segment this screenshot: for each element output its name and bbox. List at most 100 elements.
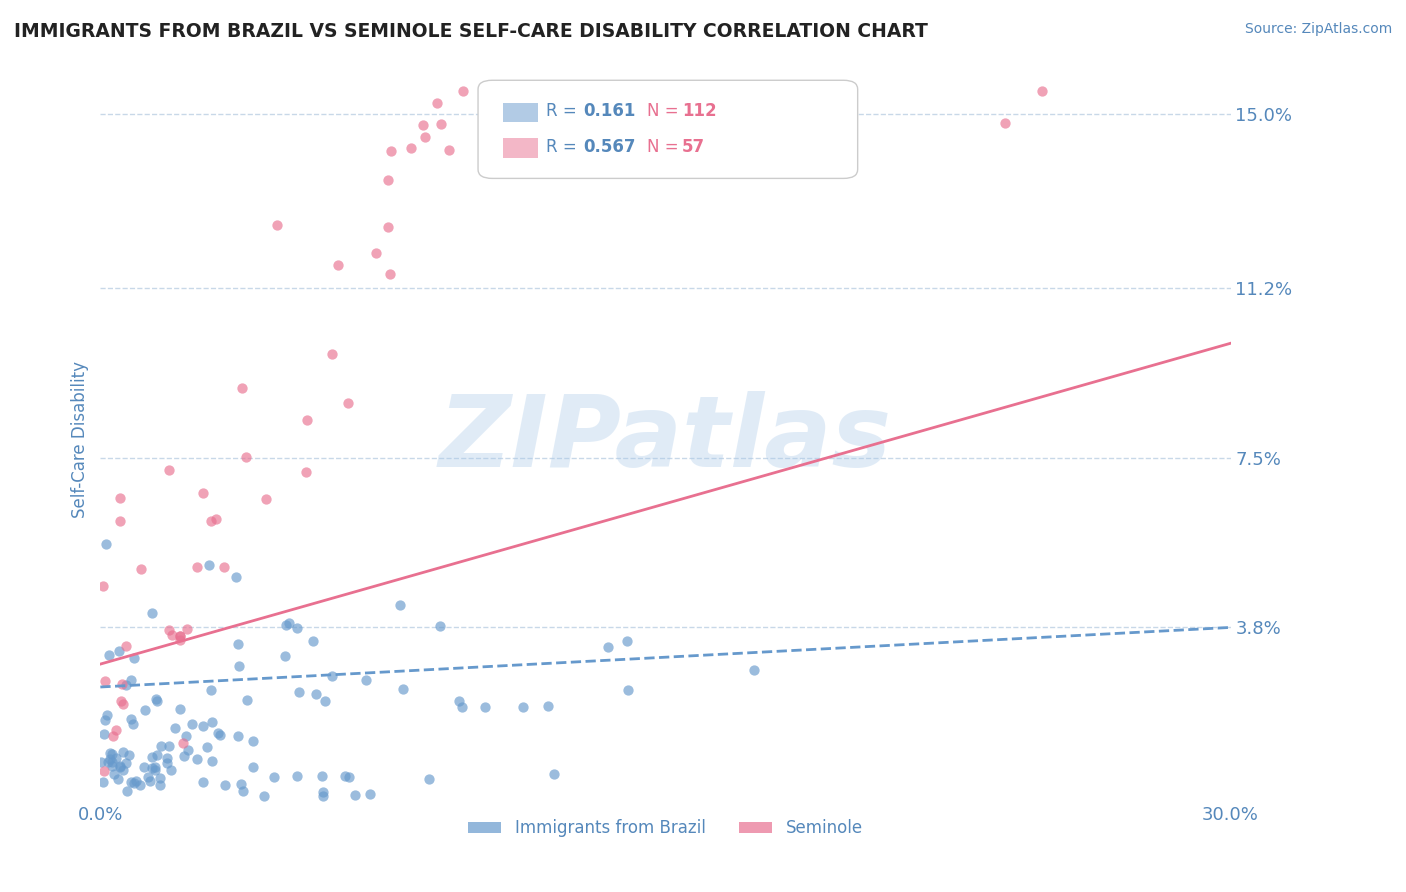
- Text: ZIPatlas: ZIPatlas: [439, 391, 891, 488]
- Point: [146, 694, 169, 708]
- Text: 0.567: 0.567: [583, 138, 636, 156]
- Point: [439, 143, 461, 157]
- Point: [111, 746, 134, 760]
- Point: [713, 84, 735, 98]
- Point: [93, 727, 115, 741]
- Point: [242, 760, 264, 774]
- Point: [412, 118, 434, 132]
- Point: [145, 691, 167, 706]
- Point: [111, 697, 134, 711]
- Point: [201, 754, 224, 768]
- Text: R =: R =: [546, 138, 582, 156]
- Point: [226, 729, 249, 743]
- Point: [186, 560, 208, 574]
- Point: [297, 412, 319, 426]
- Point: [430, 117, 453, 131]
- Text: 0.161: 0.161: [583, 103, 636, 120]
- Point: [285, 769, 308, 783]
- Point: [134, 703, 156, 717]
- Point: [96, 755, 118, 769]
- Point: [475, 84, 498, 98]
- Point: [94, 713, 117, 727]
- Point: [413, 130, 436, 145]
- Point: [122, 651, 145, 665]
- Text: N =: N =: [647, 138, 683, 156]
- Point: [157, 463, 180, 477]
- Point: [710, 84, 733, 98]
- Point: [337, 770, 360, 784]
- Point: [231, 381, 253, 395]
- Point: [253, 789, 276, 803]
- Point: [128, 778, 150, 792]
- Point: [94, 537, 117, 551]
- Point: [314, 694, 336, 708]
- Point: [174, 729, 197, 743]
- Legend: Immigrants from Brazil, Seminole: Immigrants from Brazil, Seminole: [461, 813, 869, 844]
- Point: [176, 622, 198, 636]
- Point: [572, 84, 595, 98]
- Point: [344, 788, 367, 802]
- Point: [104, 723, 127, 737]
- Point: [173, 748, 195, 763]
- Point: [107, 772, 129, 787]
- Point: [228, 659, 250, 673]
- Point: [451, 84, 474, 98]
- Point: [120, 712, 142, 726]
- Point: [311, 769, 333, 783]
- Point: [236, 693, 259, 707]
- Point: [111, 677, 134, 691]
- Point: [288, 685, 311, 699]
- Point: [136, 770, 159, 784]
- Point: [103, 767, 125, 781]
- Point: [191, 485, 214, 500]
- Point: [120, 774, 142, 789]
- Point: [125, 774, 148, 789]
- Point: [169, 701, 191, 715]
- Point: [429, 619, 451, 633]
- Point: [232, 784, 254, 798]
- Point: [643, 84, 665, 98]
- Point: [208, 728, 231, 742]
- Point: [537, 699, 560, 714]
- Point: [378, 267, 401, 281]
- Point: [294, 465, 316, 479]
- Point: [231, 777, 253, 791]
- Point: [359, 787, 381, 801]
- Point: [266, 218, 288, 232]
- Point: [524, 84, 547, 98]
- Point: [617, 682, 640, 697]
- Point: [90, 755, 112, 769]
- Point: [122, 776, 145, 790]
- Point: [149, 739, 172, 754]
- Point: [598, 640, 620, 655]
- Point: [200, 514, 222, 528]
- Point: [115, 678, 138, 692]
- Point: [474, 700, 496, 714]
- Point: [263, 770, 285, 784]
- Point: [377, 219, 399, 234]
- Point: [169, 633, 191, 648]
- Point: [389, 598, 412, 612]
- Point: [377, 173, 399, 187]
- Point: [364, 246, 387, 260]
- Text: IMMIGRANTS FROM BRAZIL VS SEMINOLE SELF-CARE DISABILITY CORRELATION CHART: IMMIGRANTS FROM BRAZIL VS SEMINOLE SELF-…: [14, 22, 928, 41]
- Point: [122, 717, 145, 731]
- Point: [145, 747, 167, 762]
- Point: [101, 755, 124, 769]
- Point: [115, 639, 138, 653]
- Point: [242, 733, 264, 747]
- Point: [287, 621, 309, 635]
- Point: [98, 747, 121, 761]
- Point: [156, 756, 179, 770]
- Point: [557, 84, 579, 98]
- Point: [108, 759, 131, 773]
- Point: [93, 764, 115, 779]
- Point: [162, 628, 184, 642]
- Point: [108, 643, 131, 657]
- Point: [149, 771, 172, 785]
- Point: [186, 752, 208, 766]
- Point: [201, 714, 224, 729]
- Point: [115, 783, 138, 797]
- Point: [449, 694, 471, 708]
- Point: [418, 772, 440, 786]
